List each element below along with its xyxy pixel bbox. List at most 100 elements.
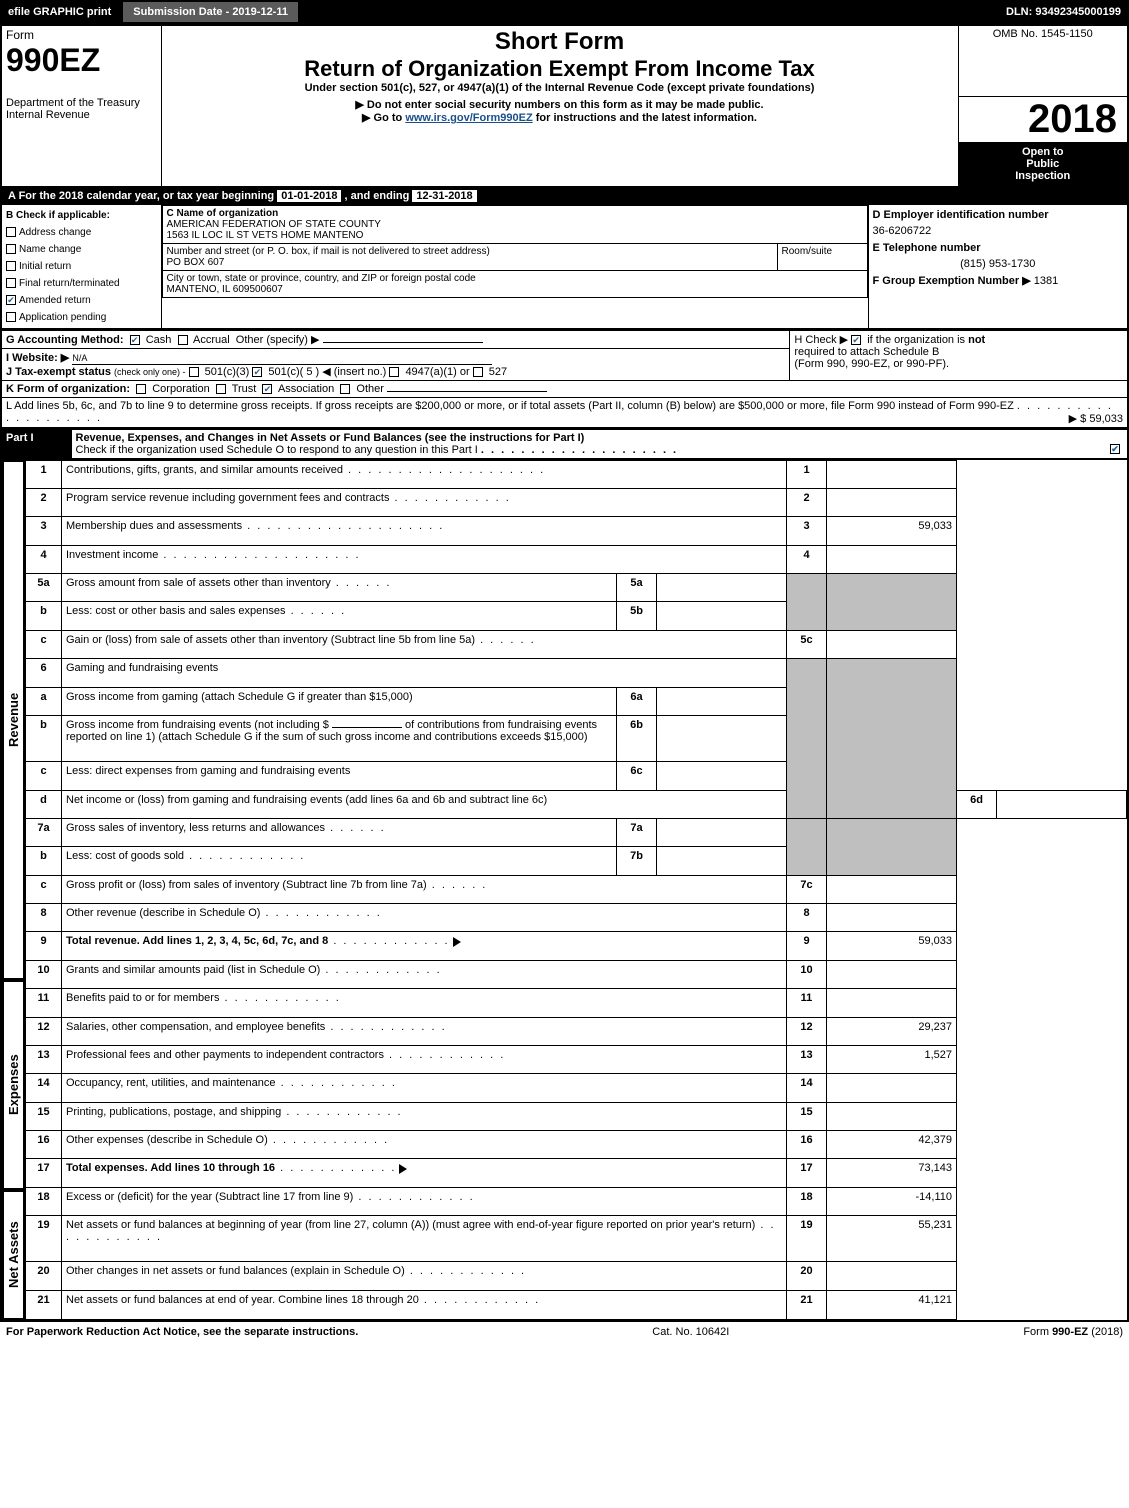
line-9-desc: Total revenue. Add lines 1, 2, 3, 4, 5c,… xyxy=(66,935,328,947)
line-3-amt: 59,033 xyxy=(827,517,957,545)
line-7a-desc: Gross sales of inventory, less returns a… xyxy=(66,822,386,834)
subtitle: Under section 501(c), 527, or 4947(a)(1)… xyxy=(166,82,954,94)
org-address: PO BOX 607 xyxy=(167,257,773,268)
irs-label: Internal Revenue xyxy=(6,109,157,121)
h-text3: required to attach Schedule B xyxy=(794,346,939,358)
efile-label[interactable]: efile GRAPHIC print xyxy=(0,6,119,18)
cb-part1[interactable] xyxy=(1110,444,1120,454)
line-12-desc: Salaries, other compensation, and employ… xyxy=(66,1021,447,1033)
i-label: I Website: ▶ xyxy=(6,352,69,364)
line-4-amt xyxy=(827,545,957,573)
line-11-amt xyxy=(827,989,957,1017)
line-2-amt xyxy=(827,488,957,516)
cb-501c[interactable] xyxy=(252,367,262,377)
period-row: A For the 2018 calendar year, or tax yea… xyxy=(0,188,1129,204)
dept-label: Department of the Treasury xyxy=(6,97,157,109)
cb-4947[interactable] xyxy=(389,367,399,377)
period-prefix: A For the 2018 calendar year, or tax yea… xyxy=(8,190,277,202)
line-7b-desc: Less: cost of goods sold xyxy=(66,850,305,862)
period-end: 12-31-2018 xyxy=(412,190,476,202)
h-text4: (Form 990, 990-EZ, or 990-PF). xyxy=(794,358,949,370)
line-21-amt: 41,121 xyxy=(827,1290,957,1319)
g-label: G Accounting Method: xyxy=(6,334,124,346)
line-5c-amt xyxy=(827,630,957,658)
line-5c-desc: Gain or (loss) from sale of assets other… xyxy=(66,634,536,646)
line-19-desc: Net assets or fund balances at beginning… xyxy=(66,1219,776,1243)
ein-label: D Employer identification number xyxy=(873,207,1124,224)
cb-assoc[interactable] xyxy=(262,384,272,394)
lines-table: 1 Contributions, gifts, grants, and simi… xyxy=(25,460,1127,1320)
goto-post: for instructions and the latest informat… xyxy=(533,112,757,124)
line-10-desc: Grants and similar amounts paid (list in… xyxy=(66,964,442,976)
group-exempt-label: F Group Exemption Number ▶ xyxy=(873,275,1031,287)
line-17-amt: 73,143 xyxy=(827,1159,957,1187)
line-5b-amt xyxy=(657,602,787,630)
line-6c-desc: Less: direct expenses from gaming and fu… xyxy=(66,765,350,777)
triangle-icon xyxy=(399,1164,407,1174)
header-table: Form 990EZ Department of the Treasury In… xyxy=(0,24,1129,188)
k-label: K Form of organization: xyxy=(6,383,130,395)
line-6b-amt xyxy=(657,715,787,761)
cb-cash[interactable] xyxy=(130,335,140,345)
cb-application-pending[interactable]: Application pending xyxy=(6,309,157,326)
return-title: Return of Organization Exempt From Incom… xyxy=(166,56,954,82)
part1-check: Check if the organization used Schedule … xyxy=(76,444,478,456)
side-revenue: Revenue xyxy=(2,460,25,980)
line-15-amt xyxy=(827,1102,957,1130)
line-18-amt: -14,110 xyxy=(827,1187,957,1215)
cb-501c3[interactable] xyxy=(189,367,199,377)
tel-label: E Telephone number xyxy=(873,240,1124,257)
line-5b-desc: Less: cost or other basis and sales expe… xyxy=(66,605,346,617)
website-value: N/A xyxy=(72,353,87,363)
line-9-amt: 59,033 xyxy=(827,932,957,960)
side-netassets: Net Assets xyxy=(2,1190,25,1320)
org-name-1: AMERICAN FEDERATION OF STATE COUNTY xyxy=(167,219,863,230)
cb-initial-return[interactable]: Initial return xyxy=(6,258,157,275)
city-label: City or town, state or province, country… xyxy=(167,273,863,284)
cb-other[interactable] xyxy=(340,384,350,394)
ghijkl-table: G Accounting Method: Cash Accrual Other … xyxy=(0,330,1129,429)
line-7c-desc: Gross profit or (loss) from sales of inv… xyxy=(66,879,487,891)
part1-title: Revenue, Expenses, and Changes in Net As… xyxy=(76,432,585,444)
line-13-desc: Professional fees and other payments to … xyxy=(66,1049,505,1061)
lines-container: Revenue Expenses Net Assets 1 Contributi… xyxy=(0,460,1129,1320)
ssn-warning: ▶ Do not enter social security numbers o… xyxy=(166,98,954,111)
room-suite-label: Room/suite xyxy=(777,243,867,270)
line-8-amt xyxy=(827,904,957,932)
line-7c-amt xyxy=(827,875,957,903)
cb-h[interactable] xyxy=(851,335,861,345)
dln-label: DLN: 93492345000199 xyxy=(998,6,1129,18)
cb-trust[interactable] xyxy=(216,384,226,394)
line-17-desc: Total expenses. Add lines 10 through 16 xyxy=(66,1162,275,1174)
form-number: 990EZ xyxy=(6,42,157,79)
line-18-desc: Excess or (deficit) for the year (Subtra… xyxy=(66,1191,475,1203)
line-20-amt xyxy=(827,1262,957,1290)
cb-accrual[interactable] xyxy=(178,335,188,345)
l-text: L Add lines 5b, 6c, and 7b to line 9 to … xyxy=(6,400,1014,412)
submission-date: Submission Date - 2019-12-11 xyxy=(123,2,298,22)
irs-link[interactable]: www.irs.gov/Form990EZ xyxy=(405,112,532,124)
c-name-label: C Name of organization xyxy=(167,208,863,219)
line-14-desc: Occupancy, rent, utilities, and maintena… xyxy=(66,1077,397,1089)
line-10-amt xyxy=(827,960,957,988)
cb-corp[interactable] xyxy=(136,384,146,394)
line-6d-desc: Net income or (loss) from gaming and fun… xyxy=(62,790,787,818)
cb-amended-return[interactable]: Amended return xyxy=(6,292,157,309)
cb-final-return[interactable]: Final return/terminated xyxy=(6,275,157,292)
cb-527[interactable] xyxy=(473,367,483,377)
side-expenses: Expenses xyxy=(2,980,25,1190)
period-start: 01-01-2018 xyxy=(277,190,341,202)
cb-name-change[interactable]: Name change xyxy=(6,241,157,258)
col-b-header: B Check if applicable: xyxy=(6,207,157,224)
group-exempt-value: 1381 xyxy=(1034,275,1058,287)
line-11-desc: Benefits paid to or for members xyxy=(66,992,341,1004)
org-info-table: B Check if applicable: Address change Na… xyxy=(0,204,1129,330)
inspection: Inspection xyxy=(963,170,1124,182)
cb-address-change[interactable]: Address change xyxy=(6,224,157,241)
line-2-desc: Program service revenue including govern… xyxy=(66,492,511,504)
org-city: MANTENO, IL 609500607 xyxy=(167,284,863,295)
line-1-desc: Contributions, gifts, grants, and simila… xyxy=(66,464,545,476)
l-amount: ▶ $ 59,033 xyxy=(1069,412,1123,425)
line-1-amt xyxy=(827,460,957,488)
g-other: Other (specify) ▶ xyxy=(236,334,320,346)
